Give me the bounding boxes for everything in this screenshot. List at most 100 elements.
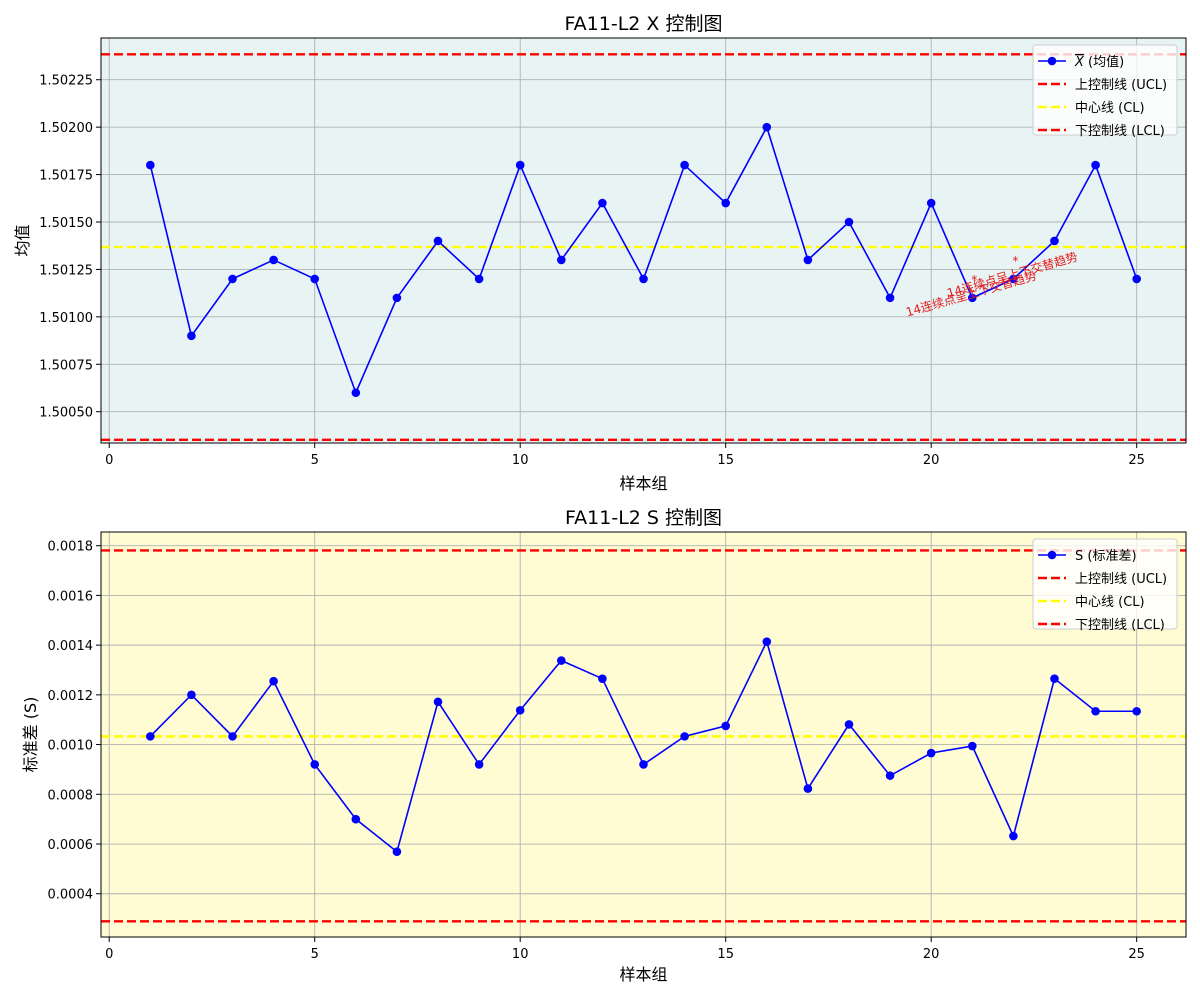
legend-series-suffix: (均值) <box>1084 54 1124 70</box>
data-point <box>680 160 689 170</box>
data-point <box>310 760 320 769</box>
y-tick-label: 0.0012 <box>48 689 94 704</box>
chart-title: FA11-L2 S 控制图 <box>565 507 722 529</box>
y-tick-label: 1.50175 <box>39 169 93 184</box>
data-point <box>721 721 730 731</box>
legend-limit-label: 中心线 (CL) <box>1075 595 1145 610</box>
data-point <box>515 705 525 715</box>
data-point <box>392 847 402 857</box>
data-point <box>844 720 854 729</box>
y-tick-label: 0.0010 <box>48 739 94 754</box>
data-point <box>926 198 936 208</box>
annotation-marker: * <box>971 273 977 287</box>
legend-limit-label: 上控制线 (UCL) <box>1075 78 1167 93</box>
data-point <box>146 732 155 741</box>
legend: X (均值) 上控制线 (UCL) 中心线 (CL) 下控制线 (LCL) <box>1032 44 1178 139</box>
data-point <box>515 160 525 170</box>
legend-box <box>1032 44 1178 136</box>
plot-background <box>101 532 1186 937</box>
legend: S (标准差) 上控制线 (UCL) 中心线 (CL) 下控制线 (LCL) <box>1032 538 1178 633</box>
data-point <box>885 293 895 303</box>
x-tick-label: 25 <box>1128 947 1145 962</box>
data-point <box>146 160 155 170</box>
annotation-marker: * <box>1012 254 1018 268</box>
data-point <box>598 198 607 208</box>
legend-series-marker <box>1047 550 1057 560</box>
x-tick-label: 10 <box>512 947 529 962</box>
data-point <box>1132 274 1141 284</box>
data-point <box>1050 674 1059 683</box>
data-point <box>474 760 484 769</box>
y-tick-label: 0.0014 <box>48 639 94 654</box>
data-point <box>1132 706 1141 716</box>
x-tick-label: 20 <box>923 453 940 468</box>
data-point <box>803 784 813 793</box>
y-tick-label: 1.50050 <box>39 406 93 421</box>
data-point <box>1091 706 1100 716</box>
y-tick-label: 1.50100 <box>39 311 93 326</box>
data-point <box>310 274 320 284</box>
legend-limit-label: 下控制线 (LCL) <box>1075 124 1165 139</box>
legend-box <box>1032 538 1178 630</box>
data-point <box>762 637 772 646</box>
plot-background <box>101 38 1186 443</box>
data-point <box>351 814 361 824</box>
data-point <box>1091 160 1100 170</box>
x-tick-label: 5 <box>311 947 319 962</box>
y-tick-label: 0.0004 <box>48 888 94 903</box>
legend-series-label: X (均值) <box>1074 54 1124 70</box>
data-point <box>762 122 772 132</box>
axes-frame <box>100 37 1187 444</box>
data-point <box>1009 831 1018 841</box>
data-point <box>269 255 278 265</box>
data-point <box>680 732 689 741</box>
legend-series-label: S (标准差) <box>1075 549 1137 564</box>
x-tick-label: 5 <box>311 453 319 468</box>
legend-limit-label: 上控制线 (UCL) <box>1075 572 1167 587</box>
data-point <box>967 741 977 751</box>
chart-2: 0 5 10 15 20 25 0.0004 0.0006 0.0008 0.0010 0.0012… <box>21 507 1187 984</box>
data-point <box>926 748 936 758</box>
data-point <box>844 217 854 227</box>
data-point <box>433 697 443 707</box>
data-point <box>1009 274 1018 284</box>
data-point <box>474 274 484 284</box>
data-point <box>187 690 196 700</box>
data-point <box>351 388 361 398</box>
data-point <box>639 274 648 284</box>
y-tick-label: 0.0018 <box>48 540 94 555</box>
y-tick-label: 1.50150 <box>39 216 93 231</box>
y-tick-label: 1.50125 <box>39 263 93 278</box>
data-point <box>557 656 566 665</box>
axes-frame <box>100 531 1187 938</box>
data-point <box>639 760 648 769</box>
legend-limit-label: 中心线 (CL) <box>1075 101 1145 116</box>
y-tick-label: 1.50225 <box>39 74 93 89</box>
x-axis-label: 样本组 <box>619 474 667 493</box>
legend-series-marker <box>1047 56 1057 66</box>
data-point <box>967 293 977 303</box>
y-tick-label: 1.50200 <box>39 121 93 136</box>
x-axis-label: 样本组 <box>619 965 667 984</box>
y-tick-label: 0.0008 <box>48 788 94 803</box>
data-point <box>187 331 196 341</box>
chart-title: FA11-L2 X 控制图 <box>565 13 723 35</box>
x-tick-label: 0 <box>105 947 113 962</box>
legend-overline-symbol: X <box>1074 55 1085 70</box>
data-point <box>433 236 443 246</box>
data-point <box>721 198 730 208</box>
data-point <box>803 255 813 265</box>
data-point <box>557 255 566 265</box>
y-tick-label: 0.0016 <box>48 589 94 604</box>
x-tick-label: 25 <box>1128 453 1145 468</box>
y-axis-label: 均值 <box>13 224 32 256</box>
data-point <box>598 674 607 683</box>
data-point <box>228 732 237 741</box>
legend-limit-label: 下控制线 (LCL) <box>1075 618 1165 633</box>
x-tick-label: 20 <box>923 947 940 962</box>
x-tick-label: 15 <box>717 453 734 468</box>
x-tick-label: 0 <box>105 453 113 468</box>
x-tick-label: 10 <box>512 453 529 468</box>
